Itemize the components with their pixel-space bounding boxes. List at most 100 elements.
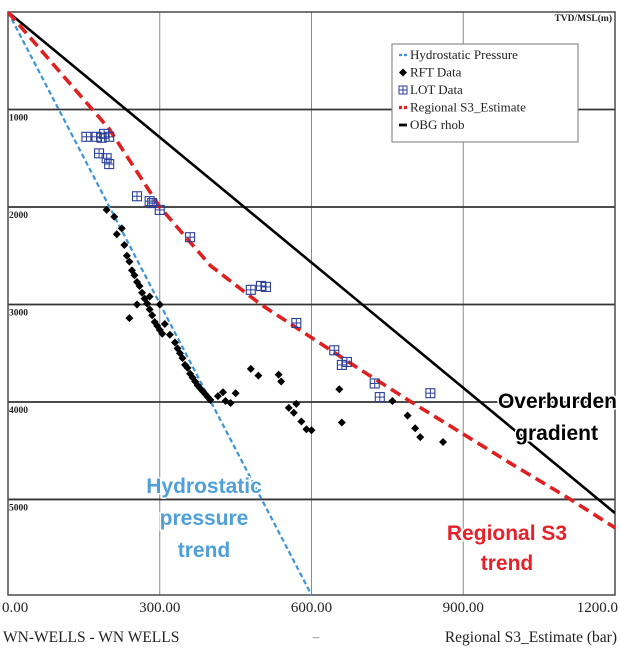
y-axis-title: TVD/MSL(m) (554, 13, 612, 24)
lot-data-point (104, 159, 115, 170)
rft-data-point (388, 396, 397, 405)
lot-data-point (374, 392, 385, 403)
regional-s3-estimate-line (8, 12, 615, 530)
obg-rhob-line (8, 12, 615, 515)
rft-data-point (125, 257, 134, 266)
rft-data-point (178, 354, 187, 363)
rft-data-point (120, 241, 129, 250)
legend-symbol (399, 68, 407, 77)
lot-data-point (255, 280, 266, 292)
annotation-label: Regional S3 (447, 522, 567, 545)
x-tick-label: 900.00 (443, 600, 484, 616)
rft-data-point (155, 300, 164, 309)
y-tick-label: 3000 (9, 308, 28, 318)
lot-data-point (131, 191, 143, 202)
legend: Hydrostatic Pressure RFT Data LOT Data Regi… (391, 43, 579, 143)
footer-right-label: Regional S3_Estimate (bar) (445, 629, 617, 646)
rft-data-point (145, 305, 154, 314)
rft-data-point (218, 388, 227, 397)
legend-label: Hydrostatic Pressure (410, 47, 518, 62)
x-tick-label: 300.00 (139, 600, 180, 616)
x-tick-label: 0.00 (2, 600, 28, 616)
lot-data-point (154, 204, 165, 215)
rft-data-point (284, 403, 293, 412)
lot-data-point (329, 345, 340, 356)
annotation-label: trend (178, 539, 231, 562)
y-tick-label: 4000 (9, 406, 28, 416)
rft-data-point (416, 433, 425, 442)
rft-data-point (254, 371, 263, 380)
tick-labels: 0.00 300.00 600.00 900.00 1200.0 1000 2000 3000… (2, 113, 618, 616)
series-markers (81, 128, 448, 446)
rft-data-point (206, 396, 215, 405)
rft-data-point (274, 370, 283, 379)
rft-data-point (145, 292, 154, 301)
y-tick-label: 2000 (9, 211, 28, 221)
lot-data-point (245, 284, 256, 295)
rft-data-point (138, 288, 147, 297)
lot-data-point (101, 153, 112, 164)
lot-data-point (147, 198, 158, 209)
lot-data-point (260, 281, 272, 292)
annotation-label: Overburden (498, 390, 617, 413)
rft-data-point (170, 338, 179, 347)
legend-box (391, 43, 579, 143)
lot-data-point (81, 131, 92, 142)
rft-data-point (132, 300, 141, 309)
rft-data-point (213, 392, 222, 401)
rft-data-point (302, 425, 311, 434)
rft-data-point (148, 311, 157, 320)
rft-data-point (289, 408, 298, 417)
lot-data-point (425, 388, 436, 399)
x-tick-label: 1200.0 (577, 600, 618, 616)
rft-data-point (160, 319, 169, 328)
rft-data-point (231, 389, 240, 398)
rft-data-point (411, 424, 420, 433)
rft-data-point (102, 205, 111, 214)
rft-data-point (143, 299, 152, 308)
rft-data-point (110, 212, 119, 221)
rft-data-point (403, 411, 412, 420)
rft-data-point (158, 329, 167, 338)
rft-data-point (122, 251, 131, 260)
lot-data-point (185, 232, 196, 243)
legend-label: RFT Data (410, 65, 462, 80)
y-tick-label: 1000 (9, 113, 28, 123)
rft-data-point (246, 364, 255, 373)
rft-data-point (277, 377, 286, 386)
rft-data-point (297, 417, 306, 426)
lot-data-point (291, 317, 302, 329)
rft-data-point (117, 224, 126, 233)
rft-data-point (183, 363, 192, 372)
lot-data-point (341, 356, 352, 368)
annotation-label: trend (481, 552, 534, 575)
rft-data-point (307, 426, 316, 435)
rft-data-point (226, 398, 235, 407)
rft-data-point (165, 330, 174, 339)
legend-label: LOT Data (410, 82, 463, 97)
rft-data-point (292, 399, 301, 408)
rft-data-point (335, 385, 344, 394)
annotations: Overburden gradient Hydrostatic pressure tre… (145, 389, 619, 577)
lot-data-point (369, 378, 380, 389)
x-tick-label: 600.00 (291, 600, 332, 616)
annotation-label: Hydrostatic (146, 475, 262, 498)
legend-label: Regional S3_Estimate (410, 100, 526, 115)
lot-data-point (104, 131, 115, 142)
rft-data-point (337, 418, 346, 427)
legend-symbol (398, 85, 408, 95)
y-tick-label: 5000 (9, 503, 28, 513)
rft-data-point (135, 281, 144, 290)
annotation-label: gradient (515, 422, 598, 445)
lot-data-point (99, 128, 110, 139)
lot-data-point (336, 359, 347, 370)
rft-data-point (439, 437, 448, 446)
footer-center-label: – (312, 629, 320, 644)
annotation-label: pressure (160, 507, 249, 530)
legend-label: OBG rhob (410, 117, 465, 132)
rft-data-point (125, 314, 134, 323)
footer-left-label: WN-WELLS - WN WELLS (3, 629, 179, 646)
rft-data-point (130, 271, 139, 280)
rft-data-point (112, 230, 121, 239)
